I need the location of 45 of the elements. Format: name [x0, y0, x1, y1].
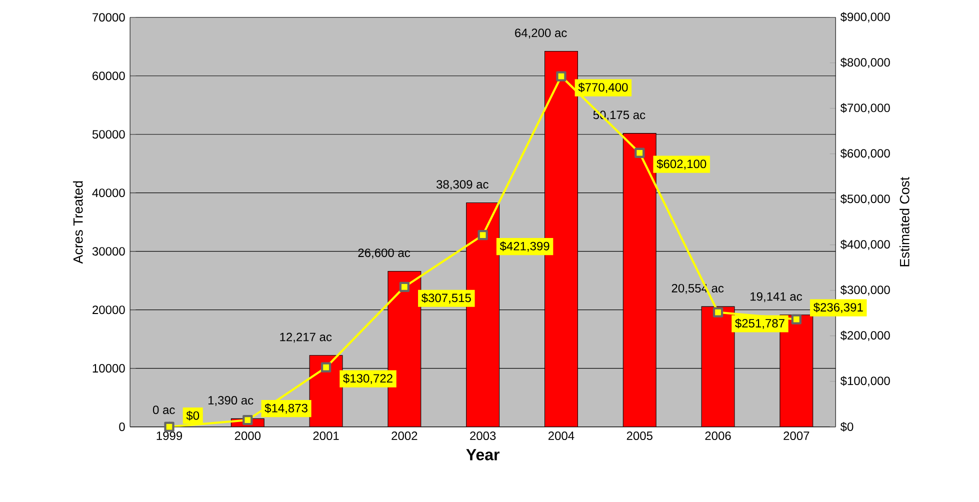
y-tick-label: 40000 [92, 188, 125, 198]
data-label: $602,100 [656, 159, 706, 170]
data-label: $130,722 [343, 374, 392, 384]
y2-tick-label: $600,000 [840, 148, 890, 160]
y-tick-label: 70000 [92, 13, 125, 22]
x-tick-label: 2007 [784, 432, 810, 440]
data-label: 64,200 ac [515, 28, 567, 39]
data-label: $14,873 [264, 404, 308, 414]
y-tick-label: 60000 [92, 72, 125, 80]
data-label: $421,399 [500, 242, 550, 252]
y-tick-label: 50000 [92, 130, 125, 139]
data-label: $307,515 [422, 293, 471, 304]
y2-tick-label: $400,000 [840, 240, 890, 250]
x-tick-label: 2002 [392, 432, 418, 440]
y-tick-label: 20000 [92, 306, 125, 314]
y2-tick-label: $200,000 [840, 330, 890, 342]
x-tick-label: 1999 [156, 432, 182, 440]
x-tick-label: 2004 [548, 432, 574, 440]
y2-axis-title: Estimated Cost [900, 177, 910, 266]
data-label: $770,400 [578, 82, 628, 94]
y2-tick-label: $900,000 [840, 12, 890, 23]
x-tick-label: 2005 [626, 432, 652, 440]
y2-tick-label: $0 [840, 422, 854, 432]
x-tick-label: 2000 [234, 432, 261, 440]
y-tick-label: 30000 [92, 247, 125, 256]
data-label: 0 ac [152, 406, 175, 414]
data-label: 12,217 ac [280, 332, 332, 343]
data-label: 38,309 ac [436, 180, 488, 190]
x-axis-title: Year [466, 449, 500, 461]
y-tick-label: 0 [119, 422, 125, 432]
y2-tick-label: $800,000 [840, 58, 890, 68]
x-tick-label: 2001 [313, 432, 339, 440]
data-label: $0 [186, 411, 200, 421]
y2-tick-label: $500,000 [840, 194, 890, 205]
x-tick-label: 2006 [705, 432, 731, 440]
data-label: 19,141 ac [750, 292, 802, 302]
data-label: $236,391 [813, 302, 863, 314]
y-axis-title: Acres Treated [73, 182, 83, 264]
x-tick-label: 2003 [470, 432, 496, 440]
data-label: $251,787 [735, 318, 784, 330]
y2-tick-label: $300,000 [840, 285, 890, 296]
y2-tick-label: $100,000 [840, 376, 890, 387]
y-tick-label: 10000 [92, 364, 125, 373]
y2-tick-label: $700,000 [840, 103, 890, 114]
data-label: 1,390 ac [208, 396, 254, 406]
